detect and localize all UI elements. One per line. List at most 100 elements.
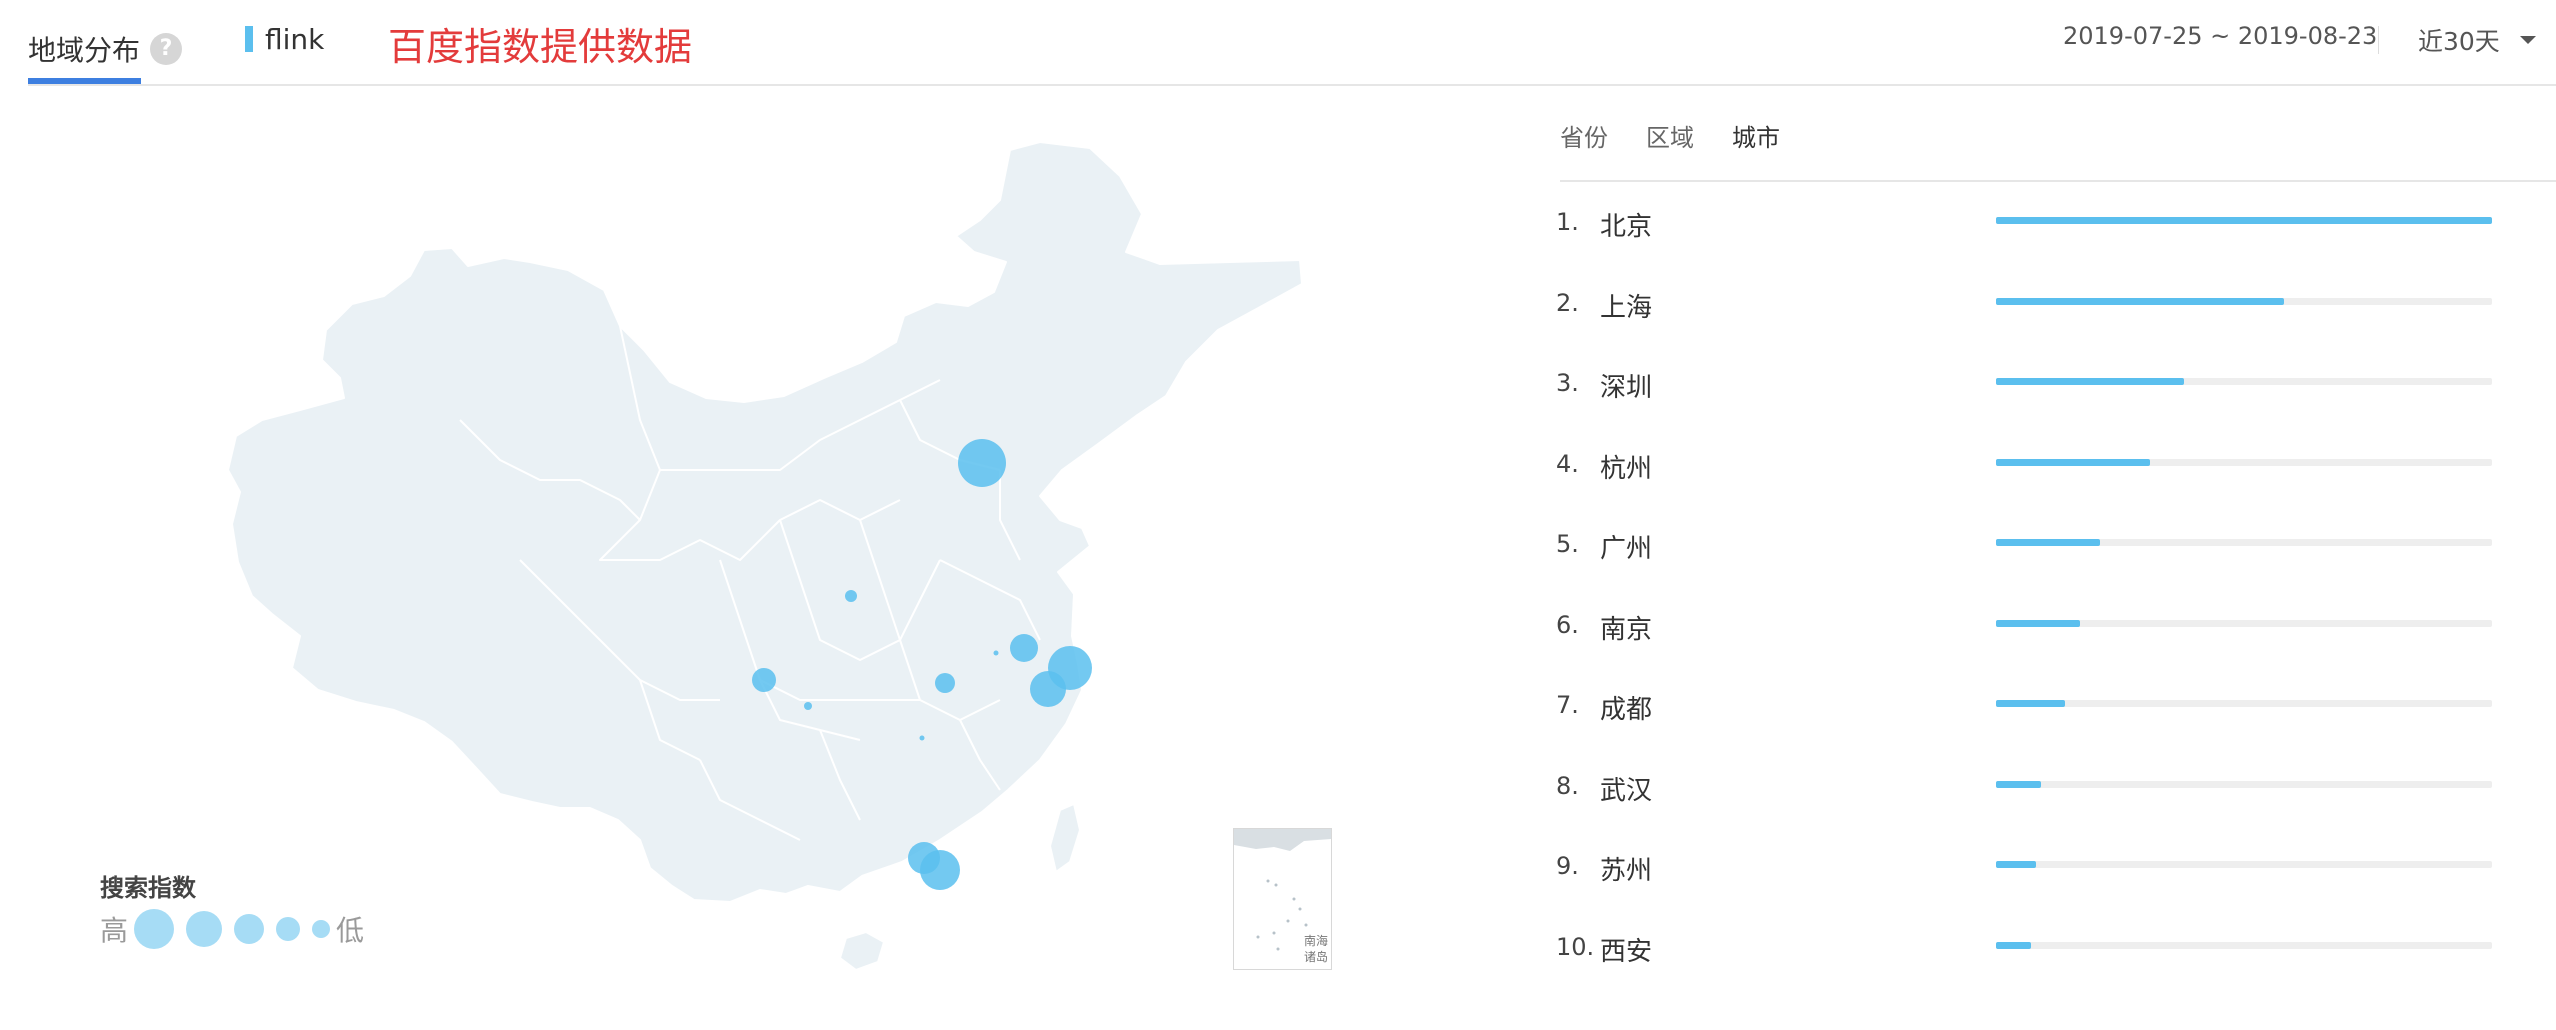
bubble-guangzhou[interactable] bbox=[908, 842, 940, 874]
period-label: 近30天 bbox=[2418, 27, 2500, 56]
bubble-wuhan[interactable] bbox=[935, 673, 955, 693]
rank-number: 3. bbox=[1556, 369, 1579, 397]
bubble-chengdu[interactable] bbox=[752, 668, 776, 692]
legend-low-label: 低 bbox=[336, 914, 365, 947]
tab-area[interactable]: 区域 bbox=[1646, 123, 1694, 152]
keyword-tag: flink bbox=[245, 14, 324, 64]
rank-bar bbox=[1996, 941, 2031, 949]
rank-bar-track bbox=[1996, 378, 2492, 385]
rank-city-name: 杭州 bbox=[1600, 453, 1653, 484]
bubble-hefei[interactable] bbox=[993, 650, 999, 656]
rank-bar bbox=[1996, 297, 2284, 305]
rank-number: 2. bbox=[1556, 288, 1579, 317]
tab-province[interactable]: 省份 bbox=[1560, 123, 1608, 152]
rank-number: 8. bbox=[1556, 771, 1579, 800]
city-bubbles bbox=[752, 439, 1092, 890]
rank-city-name: 苏州 bbox=[1600, 856, 1653, 886]
legend-dot-2 bbox=[186, 911, 223, 947]
rank-bar-track bbox=[1996, 619, 2492, 627]
map-landmass bbox=[227, 141, 1303, 903]
china-map bbox=[227, 141, 1303, 972]
inset-label-line2: 诸岛 bbox=[1304, 949, 1328, 964]
rank-bar bbox=[1996, 458, 2150, 466]
inset-label-line1: 南海 bbox=[1304, 933, 1328, 948]
period-select[interactable]: 近30天 bbox=[2418, 18, 2536, 62]
rank-bar bbox=[1996, 378, 2185, 385]
ranking-row[interactable]: 8. 武汉 bbox=[1556, 760, 2556, 841]
ranking-row[interactable]: 3. 深圳 bbox=[1556, 357, 2556, 438]
rank-bar bbox=[1996, 780, 2041, 788]
ranking-row[interactable]: 7. 成都 bbox=[1556, 679, 2556, 760]
rank-bar-track bbox=[1996, 539, 2492, 546]
ranking-row[interactable]: 1. 北京 bbox=[1556, 196, 2556, 277]
date-range[interactable]: 2019-07-25 ~ 2019-08-23 bbox=[2063, 22, 2378, 50]
legend-dot-1 bbox=[134, 909, 175, 949]
bubble-chongqing[interactable] bbox=[804, 702, 812, 710]
rank-bar-track bbox=[1996, 780, 2492, 788]
bubble-hangzhou[interactable] bbox=[1030, 671, 1066, 707]
legend-title: 搜索指数 bbox=[100, 874, 196, 902]
region-tabs: 省份 区域 城市 bbox=[1560, 110, 1818, 160]
rank-bar-track bbox=[1996, 861, 2492, 868]
rank-number: 1. bbox=[1556, 208, 1579, 236]
bubble-xian[interactable] bbox=[845, 590, 857, 602]
bubble-beijing[interactable] bbox=[958, 439, 1006, 487]
rank-city-name: 广州 bbox=[1600, 534, 1653, 564]
legend-dot-3 bbox=[234, 914, 265, 944]
rank-bar-track bbox=[1996, 700, 2492, 707]
rank-city-name: 北京 bbox=[1600, 212, 1653, 242]
header-divider bbox=[28, 84, 2556, 86]
rank-number: 9. bbox=[1556, 852, 1579, 880]
rank-bar-track bbox=[1996, 941, 2492, 949]
rank-number: 4. bbox=[1556, 449, 1579, 478]
rank-city-name: 上海 bbox=[1600, 292, 1653, 323]
tab-city[interactable]: 城市 bbox=[1732, 123, 1780, 152]
rank-city-name: 武汉 bbox=[1600, 775, 1653, 806]
hainan-island bbox=[838, 930, 886, 972]
keyword-label: flink bbox=[265, 22, 325, 56]
header-separator bbox=[2378, 26, 2379, 54]
mainland-outline bbox=[227, 141, 1303, 903]
rank-bar bbox=[1996, 861, 2036, 868]
tab-region-distribution[interactable]: 地域分布 ? bbox=[28, 14, 183, 84]
ranking-row[interactable]: 5. 广州 bbox=[1556, 518, 2556, 599]
taiwan-island bbox=[1048, 802, 1082, 874]
map-legend: 搜索指数 高 低 bbox=[100, 868, 364, 949]
tab-label: 地域分布 bbox=[28, 34, 141, 67]
rank-bar bbox=[1996, 539, 2101, 546]
rank-number: 6. bbox=[1556, 610, 1579, 639]
active-tab-underline bbox=[28, 78, 141, 84]
ranking-row[interactable]: 6. 南京 bbox=[1556, 599, 2556, 680]
rank-bar-track bbox=[1996, 217, 2492, 224]
chevron-down-icon bbox=[2519, 36, 2536, 44]
city-ranking-list: 1. 北京 2. 上海 3. 深圳 4. 杭州 5. 广州 6. 南京 7. 成都 8. 武汉 9. 苏州 10. 西… bbox=[1556, 196, 2556, 1001]
legend-dot-4 bbox=[276, 917, 301, 941]
inset-map: 南海 诸岛 bbox=[1234, 829, 1331, 964]
rank-city-name: 成都 bbox=[1600, 695, 1653, 725]
ranking-row[interactable]: 4. 杭州 bbox=[1556, 438, 2556, 519]
rank-city-name: 南京 bbox=[1600, 614, 1653, 645]
bubble-nanjing[interactable] bbox=[1010, 634, 1038, 662]
bubble-changsha[interactable] bbox=[919, 735, 925, 741]
rank-number: 5. bbox=[1556, 530, 1579, 558]
rank-bar-track bbox=[1996, 297, 2492, 305]
header: 地域分布 ? flink 百度指数提供数据 2019-07-25 ~ 2019-… bbox=[0, 0, 2556, 86]
ranking-row[interactable]: 10. 西安 bbox=[1556, 921, 2556, 1002]
region-tabs-divider bbox=[1560, 180, 2556, 182]
ranking-row[interactable]: 2. 上海 bbox=[1556, 277, 2556, 358]
rank-bar-track bbox=[1996, 458, 2492, 466]
rank-city-name: 深圳 bbox=[1600, 373, 1653, 403]
province-borders bbox=[459, 325, 1041, 841]
ranking-row[interactable]: 9. 苏州 bbox=[1556, 840, 2556, 921]
rank-number: 7. bbox=[1556, 691, 1579, 719]
question-circle-icon[interactable]: ? bbox=[150, 33, 183, 65]
legend-high-label: 高 bbox=[100, 914, 129, 947]
rank-bar bbox=[1996, 700, 2066, 707]
keyword-color-marker bbox=[245, 26, 253, 52]
rank-city-name: 西安 bbox=[1600, 936, 1653, 967]
rank-number: 10. bbox=[1556, 932, 1595, 961]
legend-scale: 高 低 bbox=[100, 909, 364, 949]
rank-bar bbox=[1996, 619, 2081, 627]
watermark-text: 百度指数提供数据 bbox=[388, 25, 693, 69]
rank-bar bbox=[1996, 217, 2492, 224]
